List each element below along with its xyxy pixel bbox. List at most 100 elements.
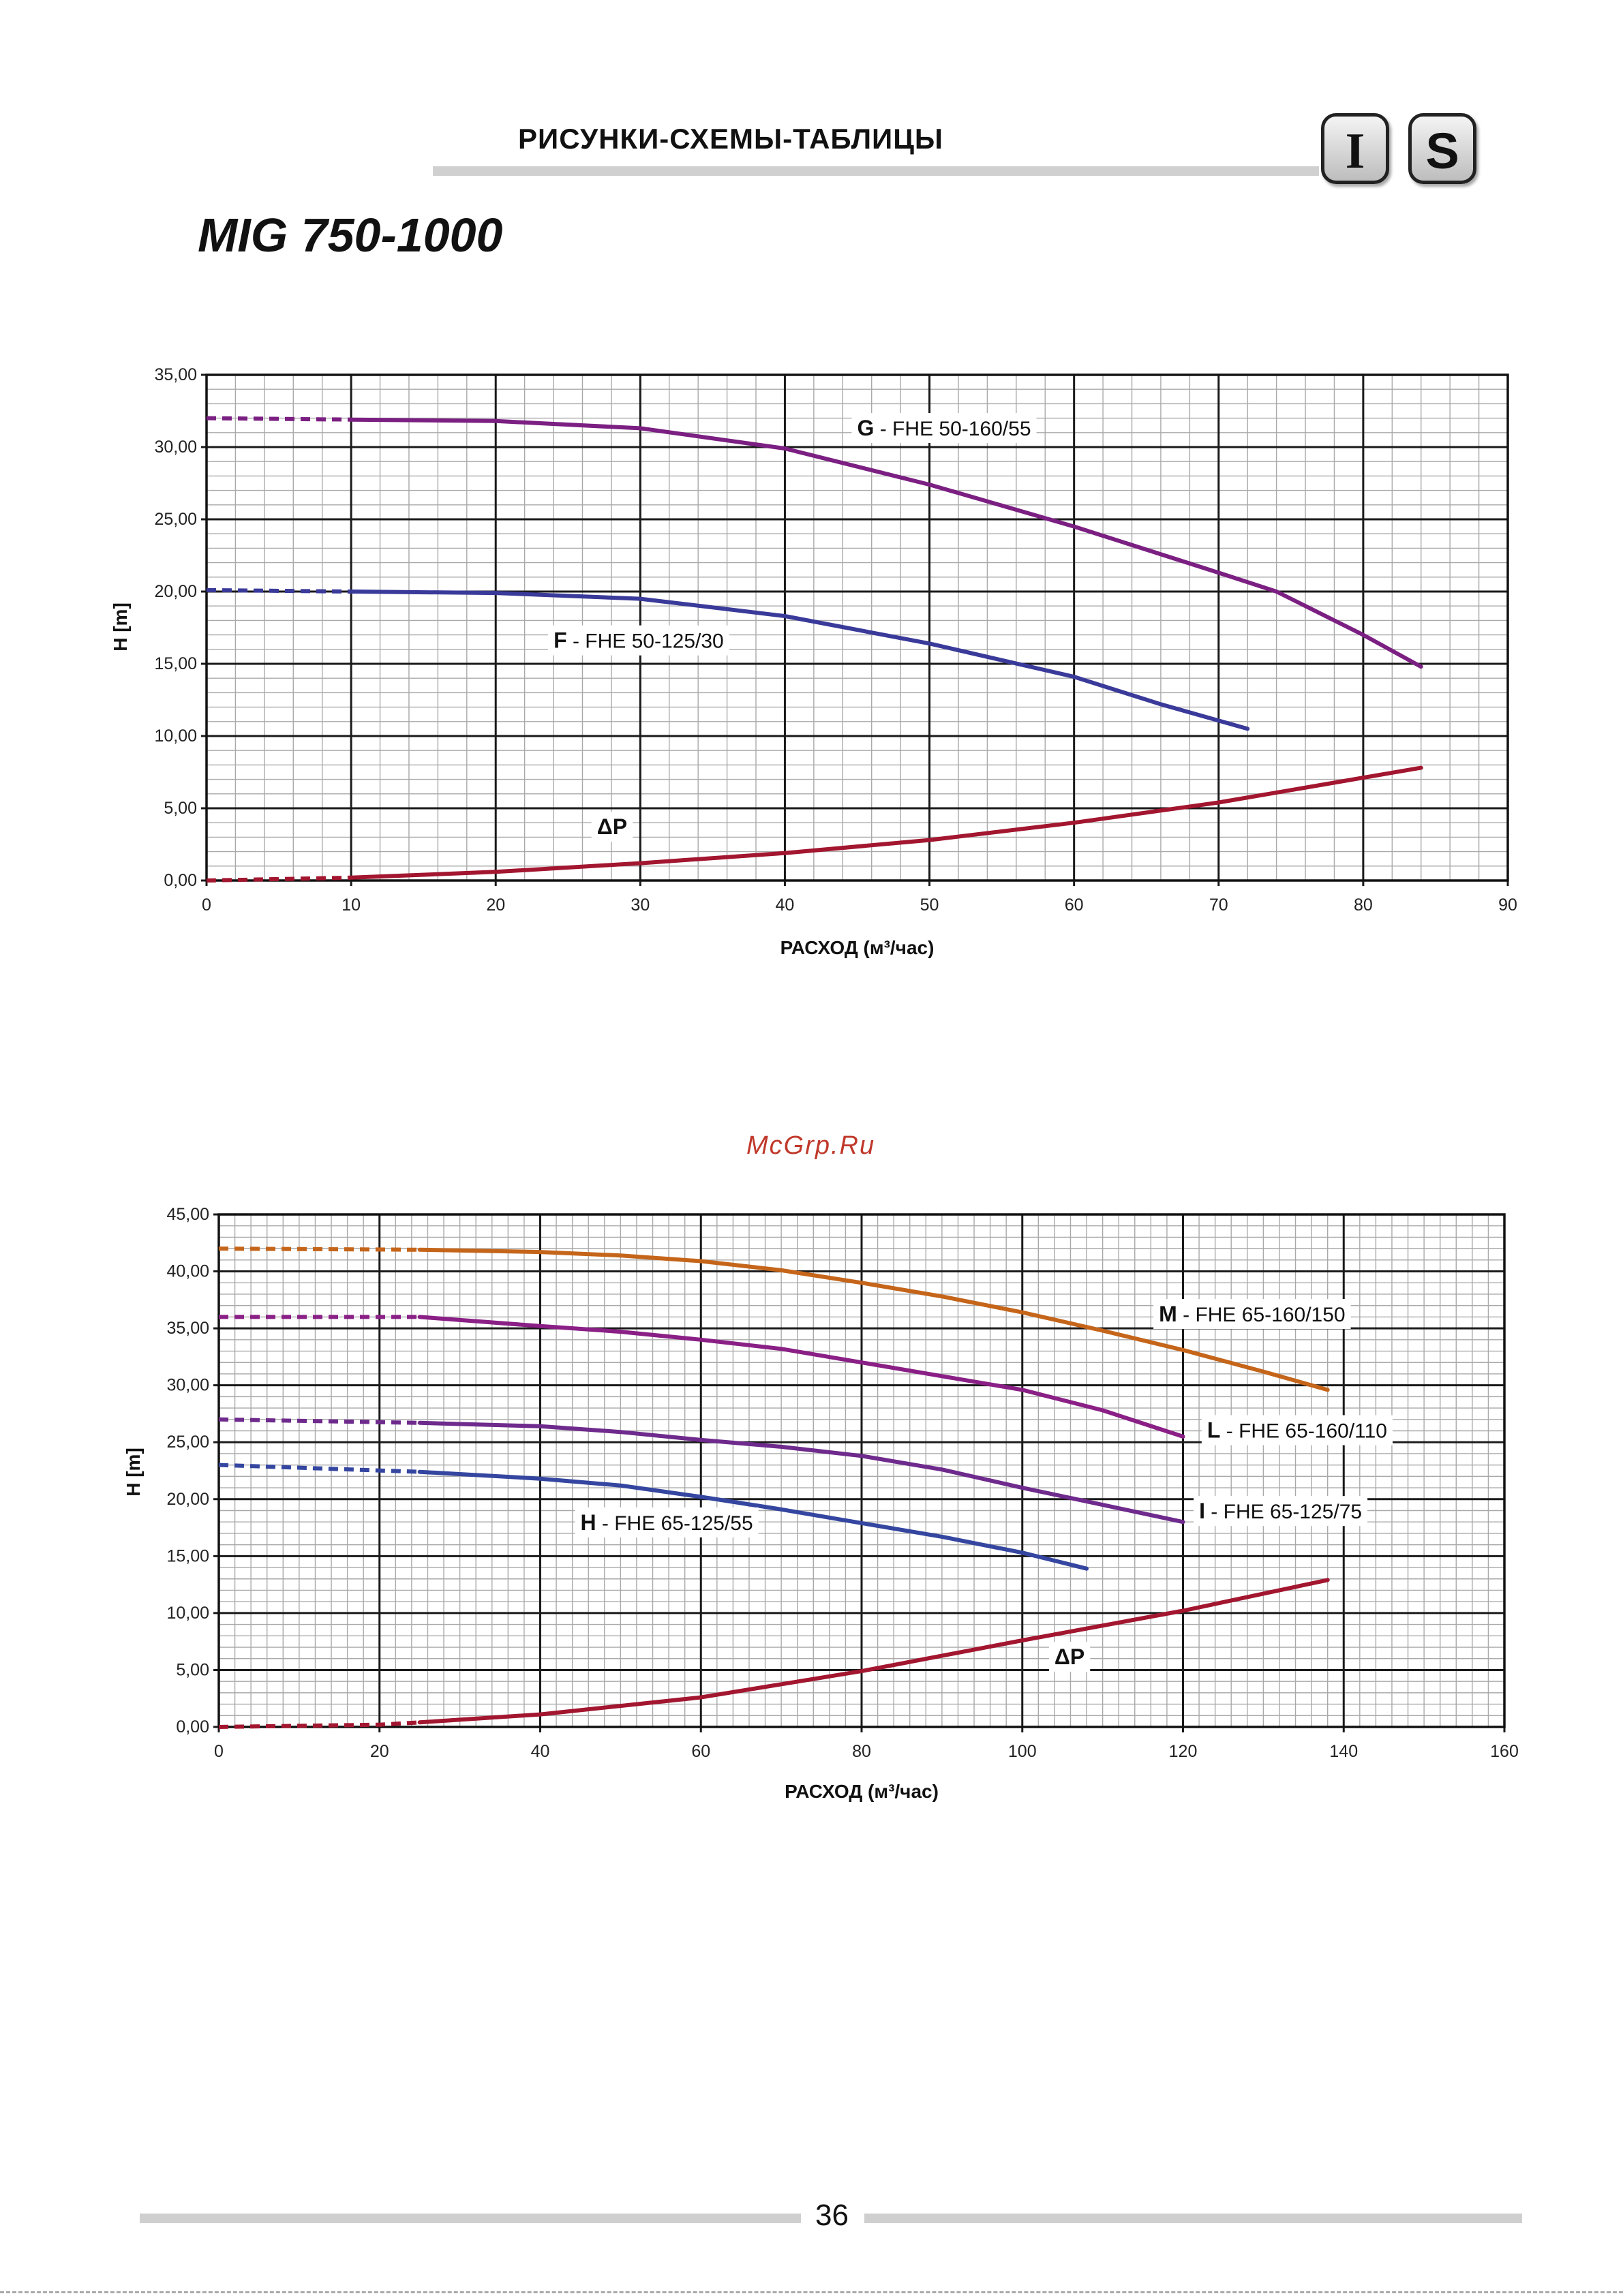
x-tick-label: 100 xyxy=(1008,1742,1037,1761)
series-M-line xyxy=(417,1247,1330,1392)
series-ΔP-dashed xyxy=(206,875,352,883)
series-label-text: ΔP xyxy=(1055,1644,1084,1669)
series-ΔP-label: ΔP xyxy=(1048,1642,1091,1672)
x-axis-label: РАСХОД (м³/час) xyxy=(785,1781,939,1802)
footer-rule-left xyxy=(140,2214,801,2223)
x-tick-label: 70 xyxy=(1209,896,1228,915)
series-label-letter: L xyxy=(1207,1418,1221,1443)
y-tick-label: 35,00 xyxy=(154,365,197,384)
model-title: MIG 750-1000 xyxy=(198,209,503,262)
series-label-name: - FHE 65-125/55 xyxy=(596,1512,753,1535)
series-G-line xyxy=(349,417,1423,669)
series-label-name: - FHE 65-160/150 xyxy=(1177,1304,1346,1326)
y-tick-label: 25,00 xyxy=(154,510,197,529)
series-ΔP-dashed xyxy=(218,1720,420,1729)
footer-rule-right xyxy=(864,2214,1522,2223)
chart-top: 0 10 20 30 40 50 60 70 80 90 0,00 5,00 10,00 15,00 20,… xyxy=(0,354,1623,981)
series-label-name: - FHE 50-125/30 xyxy=(567,630,724,653)
x-tick-label: 30 xyxy=(631,896,650,915)
watermark: McGrp.Ru xyxy=(746,1131,876,1160)
section-title: РИСУНКИ-СХЕМЫ-ТАБЛИЦЫ xyxy=(518,123,944,155)
series-ΔP-label: ΔP xyxy=(591,812,633,842)
y-tick-label: 5,00 xyxy=(164,799,197,818)
series-label-name: - FHE 65-125/75 xyxy=(1205,1501,1362,1523)
badge-s-icon: S xyxy=(1408,113,1476,184)
series-L-label: L - FHE 65-160/110 xyxy=(1201,1415,1393,1445)
series-label-bg xyxy=(575,1507,759,1537)
series-label-letter: F xyxy=(553,628,567,653)
y-tick-label: 35,00 xyxy=(166,1319,209,1338)
series-F-dashed xyxy=(206,587,352,594)
x-tick-label: 60 xyxy=(1065,896,1084,915)
header-rule xyxy=(433,166,1319,176)
series-I-label: I - FHE 65-125/75 xyxy=(1194,1496,1368,1527)
series-label-letter: I xyxy=(1199,1499,1205,1523)
chart-bottom-svg: 0 20 40 60 80 100 120 140 160 0,00 5,00 10,00 15,00 2… xyxy=(123,1205,1519,1802)
plot-frame xyxy=(205,373,1509,882)
y-tick-label: 5,00 xyxy=(176,1660,209,1679)
series-label-letter: H xyxy=(580,1510,596,1535)
series-label-bg xyxy=(1048,1642,1091,1672)
x-tick-label: 60 xyxy=(691,1742,710,1761)
x-tick-label: 50 xyxy=(920,896,939,915)
series-ΔP-line xyxy=(349,765,1423,880)
series-F-line xyxy=(349,590,1250,731)
y-tick-label: 30,00 xyxy=(154,438,197,457)
y-tick-label: 20,00 xyxy=(154,582,197,601)
y-tick-label: 40,00 xyxy=(166,1262,209,1281)
x-tick-label: 80 xyxy=(852,1742,871,1761)
y-tick-label: 10,00 xyxy=(154,726,197,746)
series-label-letter: ΔP xyxy=(1055,1644,1084,1669)
series-M-dashed xyxy=(218,1246,420,1252)
x-tick-label: 20 xyxy=(486,896,505,915)
y-tick-label: 20,00 xyxy=(166,1490,209,1509)
x-tick-label: 120 xyxy=(1169,1742,1198,1761)
series-G-dashed xyxy=(206,416,352,422)
y-tick-label: 30,00 xyxy=(166,1376,209,1395)
badge-i-icon: I xyxy=(1321,113,1389,184)
x-tick-label: 80 xyxy=(1354,896,1373,915)
series-H-dashed xyxy=(218,1463,420,1474)
series-label-text: L - FHE 65-160/110 xyxy=(1207,1418,1387,1443)
series-label-letter: M xyxy=(1159,1302,1177,1326)
x-tick-label: 10 xyxy=(342,896,361,915)
series-label-text: F - FHE 50-125/30 xyxy=(553,628,724,653)
series-label-bg xyxy=(548,625,729,656)
series-F-label: F - FHE 50-125/30 xyxy=(548,625,729,656)
plot-frame xyxy=(217,1213,1506,1728)
series-ΔP-line xyxy=(417,1578,1330,1725)
y-tick-label: 25,00 xyxy=(166,1433,209,1452)
series-label-bg xyxy=(1201,1415,1393,1445)
x-tick-label: 0 xyxy=(202,896,211,915)
y-tick-label: 45,00 xyxy=(166,1205,209,1224)
series-L-line xyxy=(417,1315,1185,1439)
y-tick-label: 0,00 xyxy=(164,871,197,890)
y-axis-label: H [m] xyxy=(110,602,131,652)
x-tick-label: 0 xyxy=(214,1742,224,1761)
y-tick-label: 0,00 xyxy=(176,1717,209,1736)
y-tick-label: 10,00 xyxy=(166,1604,209,1623)
series-label-text: G - FHE 50-160/55 xyxy=(858,416,1031,440)
x-tick-label: 20 xyxy=(370,1742,389,1761)
series-label-name: - FHE 50-160/55 xyxy=(874,418,1031,440)
series-H-line xyxy=(417,1469,1089,1571)
y-tick-label: 15,00 xyxy=(166,1546,209,1565)
series-M-label: M - FHE 65-160/150 xyxy=(1153,1299,1351,1330)
series-label-bg xyxy=(1194,1496,1368,1527)
series-I-dashed xyxy=(218,1417,420,1425)
series-label-text: H - FHE 65-125/55 xyxy=(580,1510,753,1535)
x-axis-label: РАСХОД (м³/час) xyxy=(780,937,935,958)
series-I-line xyxy=(417,1420,1185,1525)
x-tick-label: 40 xyxy=(776,896,795,915)
minor-grid xyxy=(207,375,1508,881)
y-axis-label: H [m] xyxy=(123,1448,144,1497)
chart-top-svg: 0 10 20 30 40 50 60 70 80 90 0,00 5,00 10,00 15,00 20,… xyxy=(110,365,1517,958)
series-label-bg xyxy=(591,812,633,842)
series-label-name: - FHE 65-160/110 xyxy=(1220,1420,1387,1443)
x-tick-label: 160 xyxy=(1490,1742,1519,1761)
series-G-label: G - FHE 50-160/55 xyxy=(851,413,1037,444)
y-tick-label: 15,00 xyxy=(154,654,197,673)
series-label-text: M - FHE 65-160/150 xyxy=(1159,1302,1345,1326)
x-tick-label: 140 xyxy=(1329,1742,1358,1761)
series-label-text: I - FHE 65-125/75 xyxy=(1199,1499,1362,1523)
